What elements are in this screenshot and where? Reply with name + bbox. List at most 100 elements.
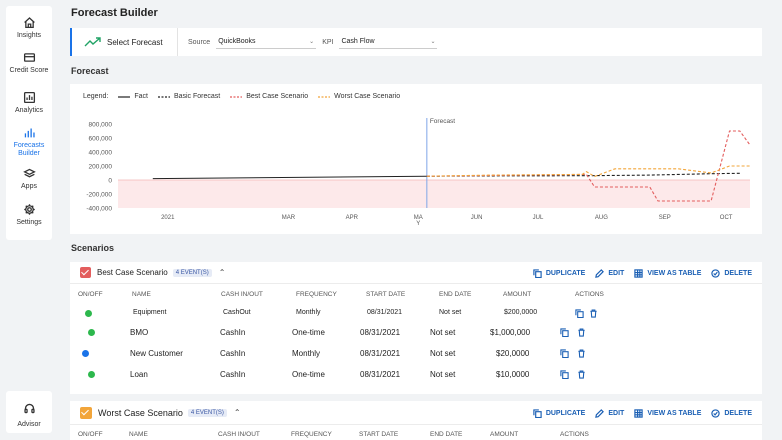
sidebar-item-analytics[interactable]: Analytics xyxy=(6,91,52,115)
status-toggle[interactable] xyxy=(82,350,89,357)
y-tick-label: 0 xyxy=(108,178,112,185)
bar-chart-icon xyxy=(24,128,35,138)
col-actions: ACTIONS xyxy=(560,431,589,438)
row-end: Not set xyxy=(439,309,462,316)
edit-button[interactable]: EDIT xyxy=(595,408,624,418)
row-frequency: Monthly xyxy=(292,349,321,358)
edit-button[interactable]: EDIT xyxy=(595,268,624,278)
scenario-checkbox[interactable] xyxy=(80,406,92,419)
sidebar-item-label: Analytics xyxy=(14,107,43,114)
row-cash: CashOut xyxy=(223,309,251,316)
duplicate-button[interactable]: DUPLICATE xyxy=(533,268,586,278)
row-amount: $20,0000 xyxy=(496,349,530,358)
col-frequency: FREQUENCY xyxy=(291,431,332,438)
legend-swatch xyxy=(157,95,170,98)
legend-label: Fact xyxy=(134,93,148,100)
trash-icon[interactable] xyxy=(589,309,598,318)
kpi-label: KPI xyxy=(322,38,334,46)
row-cash: CashIn xyxy=(220,370,246,379)
row-start: 08/31/2021 xyxy=(360,328,401,337)
trash-icon[interactable] xyxy=(577,349,586,358)
source-value: QuickBooks xyxy=(218,38,256,45)
scenario-card-best-case: Best Case Scenario 4 EVENT(S) ⌃ DUPLICAT… xyxy=(70,262,762,394)
row-amount: $10,0000 xyxy=(496,370,530,379)
forecast-selector-bar: Select Forecast Source QuickBooks ⌄ KPI … xyxy=(70,28,762,56)
chevron-up-icon[interactable]: ⌃ xyxy=(218,268,226,277)
status-toggle[interactable] xyxy=(88,371,95,378)
trash-icon[interactable] xyxy=(577,370,586,379)
source-label: Source xyxy=(188,38,211,46)
trash-icon[interactable] xyxy=(577,328,586,337)
copy-icon xyxy=(533,268,542,278)
col-actions: ACTIONS xyxy=(575,291,604,298)
row-end: Not set xyxy=(430,349,456,358)
col-name: NAME xyxy=(129,431,148,438)
col-end-date: END DATE xyxy=(439,291,472,298)
row-frequency: One-time xyxy=(292,328,325,337)
view-as-table-label: VIEW AS TABLE xyxy=(647,269,702,277)
sidebar-nav: Insights Credit Score Analytics Forecast… xyxy=(6,6,52,240)
select-forecast-button[interactable]: Select Forecast xyxy=(72,28,178,56)
status-toggle[interactable] xyxy=(88,329,95,336)
x-tick-label: OCT xyxy=(720,215,733,221)
row-start: 08/31/2021 xyxy=(360,349,401,358)
delete-button[interactable]: DELETE xyxy=(711,268,752,278)
source-dropdown[interactable]: QuickBooks ⌄ xyxy=(216,35,317,49)
x-tick-label: SEP xyxy=(659,215,671,221)
sidebar-item-credit-score[interactable]: Credit Score xyxy=(6,51,52,75)
sidebar-item-advisor[interactable]: Advisor xyxy=(6,391,52,433)
delete-label: DELETE xyxy=(724,409,752,417)
copy-icon[interactable] xyxy=(560,370,569,379)
legend-swatch xyxy=(118,95,131,98)
sidebar-item-label: Advisor xyxy=(17,421,41,428)
legend-item-best-case[interactable]: Best Case Scenario xyxy=(230,93,308,100)
series-fact xyxy=(152,175,427,180)
delete-button[interactable]: DELETE xyxy=(711,408,752,418)
scenarios-section-title: Scenarios xyxy=(71,243,115,253)
view-as-table-button[interactable]: VIEW AS TABLE xyxy=(634,268,702,278)
chart-legend: Legend: Fact Basic Forecast Best Case Sc… xyxy=(83,93,400,100)
legend-label: Worst Case Scenario xyxy=(334,93,401,100)
y-tick-label: 800,000 xyxy=(89,122,113,129)
sidebar-item-apps[interactable]: Apps xyxy=(6,167,52,191)
status-toggle[interactable] xyxy=(85,310,92,317)
col-cash: CASH IN/OUT xyxy=(218,431,260,438)
kpi-dropdown[interactable]: Cash Flow ⌄ xyxy=(339,35,438,49)
legend-title: Legend: xyxy=(83,93,109,100)
row-name: Loan xyxy=(130,370,148,379)
copy-icon[interactable] xyxy=(560,349,569,358)
forecast-line-chart: 800,000 600,000 400,000 200,000 0 -200,000 -40… xyxy=(86,118,751,227)
trend-up-icon xyxy=(84,37,101,47)
layers-icon xyxy=(22,168,36,178)
copy-icon[interactable] xyxy=(575,309,584,318)
sidebar-item-label: Insights xyxy=(16,32,42,39)
legend-swatch xyxy=(318,95,331,98)
copy-icon[interactable] xyxy=(560,328,569,337)
card-icon xyxy=(23,53,35,62)
scenario-checkbox[interactable] xyxy=(80,267,91,278)
legend-item-basic-forecast[interactable]: Basic Forecast xyxy=(157,93,220,100)
chevron-up-icon[interactable]: ⌃ xyxy=(233,408,241,417)
row-name: BMO xyxy=(130,328,149,337)
sidebar-item-settings[interactable]: Settings xyxy=(6,203,52,227)
x-tick-label: AUG xyxy=(595,215,608,221)
legend-item-worst-case[interactable]: Worst Case Scenario xyxy=(318,93,400,100)
scenario-header: Worst Case Scenario 4 EVENT(S) ⌃ DUPLICA… xyxy=(70,401,762,425)
row-name: Equipment xyxy=(133,309,167,316)
check-circle-icon xyxy=(711,268,721,278)
series-worst-case xyxy=(426,165,750,178)
kpi-value: Cash Flow xyxy=(341,38,375,45)
y-tick-label: -200,000 xyxy=(86,192,112,199)
view-as-table-button[interactable]: VIEW AS TABLE xyxy=(634,408,701,418)
legend-item-fact[interactable]: Fact xyxy=(118,93,148,100)
sidebar-item-insights[interactable]: Insights xyxy=(6,16,52,40)
duplicate-label: DUPLICATE xyxy=(545,269,586,277)
sidebar-item-forecasts-builder[interactable]: Forecasts Builder xyxy=(6,126,52,158)
col-cash: CASH IN/OUT xyxy=(221,291,263,298)
row-end: Not set xyxy=(430,370,456,379)
col-start-date: START DATE xyxy=(359,431,399,438)
negative-region xyxy=(118,180,750,208)
duplicate-button[interactable]: DUPLICATE xyxy=(533,408,585,418)
delete-label: DELETE xyxy=(724,269,752,277)
x-tick-label: MA xyxy=(414,215,423,221)
